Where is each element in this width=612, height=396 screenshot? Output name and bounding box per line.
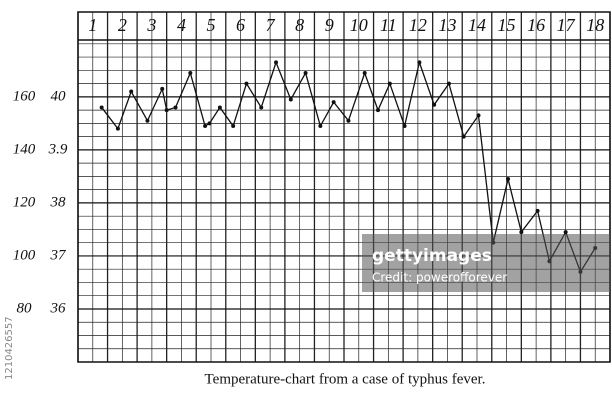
reading-dot — [217, 105, 222, 110]
reading-dot — [387, 81, 392, 86]
y2-tick-label: 100 — [13, 247, 36, 263]
reading-dot — [362, 70, 367, 75]
x-tick-label: 1 — [88, 15, 97, 35]
reading-dot — [461, 134, 466, 139]
y-tick-label: 3.9 — [48, 141, 68, 157]
reading-dot — [207, 121, 212, 126]
reading-dot — [303, 70, 308, 75]
reading-dot — [188, 70, 193, 75]
reading-dot — [160, 86, 165, 91]
x-tick-label: 16 — [527, 15, 545, 35]
reading-dot — [331, 100, 336, 105]
x-tick-label: 5 — [207, 15, 216, 35]
watermark: gettyimages Credit: powerofforever 12104… — [4, 234, 610, 380]
reading-dot — [375, 108, 380, 113]
reading-dot — [259, 105, 264, 110]
x-tick-label: 4 — [177, 15, 186, 35]
watermark-brand: gettyimages — [372, 246, 492, 266]
x-tick-label: 15 — [498, 15, 516, 35]
watermark-box — [362, 234, 610, 292]
x-tick-label: 10 — [350, 15, 368, 35]
x-tick-label: 7 — [266, 15, 276, 35]
x-tick-label: 11 — [380, 15, 397, 35]
plot: 1 2 3 4 5 6 7 8 9 10 11 12 13 14 15 16 17 18403.938373616… — [13, 11, 611, 363]
y2-tick-label: 80 — [17, 300, 33, 316]
reading-dot — [417, 60, 422, 65]
reading-dot — [203, 124, 208, 129]
frame — [77, 11, 611, 363]
reading-dot — [519, 230, 524, 235]
reading-dot — [173, 105, 178, 110]
y2-tick-label: 120 — [13, 194, 36, 210]
reading-dot — [346, 118, 351, 123]
y-tick-label: 37 — [50, 247, 68, 263]
reading-dot — [244, 81, 249, 86]
watermark-id: 1210426557 — [4, 316, 15, 380]
reading-dot — [446, 81, 451, 86]
x-tick-label: 3 — [146, 15, 156, 35]
reading-dot — [476, 113, 481, 118]
reading-dot — [99, 105, 104, 110]
y2-tick-label: 160 — [13, 88, 36, 104]
y-tick-label: 40 — [51, 88, 67, 104]
reading-dot — [288, 97, 293, 102]
caption: Temperature-chart from a case of typhus … — [205, 371, 486, 387]
y2-tick-label: 140 — [13, 141, 36, 157]
y-tick-label: 36 — [50, 300, 67, 316]
y-tick-label: 38 — [50, 194, 67, 210]
x-tick-label: 12 — [409, 15, 427, 35]
watermark-credit: Credit: powerofforever — [372, 271, 507, 285]
reading-dot — [164, 108, 169, 113]
x-tick-label: 14 — [468, 15, 486, 35]
x-tick-label: 9 — [325, 15, 334, 35]
reading-dot — [115, 126, 120, 131]
x-tick-label: 13 — [438, 15, 456, 35]
x-tick-label: 17 — [557, 15, 576, 35]
reading-dot — [318, 124, 323, 129]
x-tick-label: 8 — [295, 15, 304, 35]
reading-dot — [535, 208, 540, 213]
reading-dot — [402, 124, 407, 129]
reading-dot — [231, 124, 236, 129]
x-tick-label: 18 — [586, 15, 604, 35]
x-tick-label: 6 — [236, 15, 245, 35]
x-tick-label: 2 — [118, 15, 127, 35]
reading-dot — [145, 118, 150, 123]
reading-dot — [563, 230, 568, 235]
reading-dot — [129, 89, 134, 94]
reading-dot — [506, 177, 511, 182]
reading-dot — [274, 60, 279, 65]
reading-dot — [432, 102, 437, 107]
